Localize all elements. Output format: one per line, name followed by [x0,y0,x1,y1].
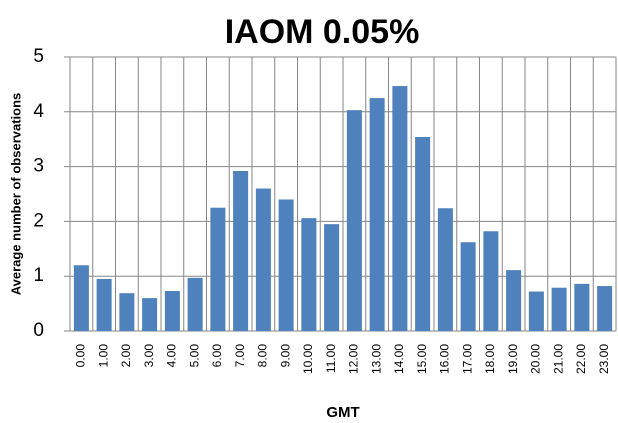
x-tick-label: 2.00 [119,344,133,368]
bar [574,283,590,331]
bar [392,86,408,331]
x-tick-label: 4.00 [165,344,179,368]
bar [187,277,203,331]
bar [164,290,180,331]
bar [278,199,294,331]
x-tick-label: 1.00 [96,344,110,368]
x-tick-label: 7.00 [233,344,247,368]
y-tick-label: 1 [33,265,44,286]
bar [119,293,135,331]
y-axis-label: Average number of observations [8,93,23,296]
bar [460,242,476,331]
bar [142,298,158,331]
y-tick-label: 4 [33,101,44,122]
x-tick-label: 13.00 [369,344,383,374]
bar [369,98,385,331]
bar [255,188,271,331]
x-tick-label: 8.00 [256,344,270,368]
x-tick-label: 6.00 [210,344,224,368]
x-tick-label: 18.00 [483,344,497,374]
x-tick-label: 9.00 [278,344,292,368]
bar [551,287,567,331]
x-tick-label: 12.00 [347,344,361,374]
x-tick-label: 11.00 [324,344,338,373]
x-tick-label: 16.00 [438,344,452,374]
y-tick-label: 2 [33,210,44,231]
bar [73,265,89,331]
bar [597,286,613,331]
y-tick-label: 3 [33,156,44,177]
x-tick-label: 5.00 [187,344,201,368]
bar [415,137,431,331]
bar [506,270,522,331]
x-tick-label: 20.00 [529,344,543,374]
bar [96,278,112,331]
x-axis-label: GMT [326,404,359,421]
bar [346,110,362,331]
x-tick-label: 0.00 [74,344,88,368]
y-tick-label: 0 [33,320,44,341]
bar [210,207,226,331]
x-tick-label: 3.00 [142,344,156,368]
bar [301,218,317,331]
bar [324,224,340,331]
bar [233,170,249,331]
x-tick-label: 23.00 [597,344,611,374]
x-tick-label: 17.00 [460,344,474,374]
x-tick-label: 22.00 [574,344,588,374]
x-tick-label: 14.00 [392,344,406,374]
bar [483,231,499,331]
x-tick-label: 15.00 [415,344,429,374]
chart-title: IAOM 0.05% [225,13,420,51]
x-tick-label: 10.00 [301,344,315,374]
y-tick-label: 5 [33,46,44,67]
bar [528,291,544,331]
bar [437,208,453,331]
x-tick-label: 19.00 [506,344,520,374]
x-tick-label: 21.00 [551,344,565,374]
